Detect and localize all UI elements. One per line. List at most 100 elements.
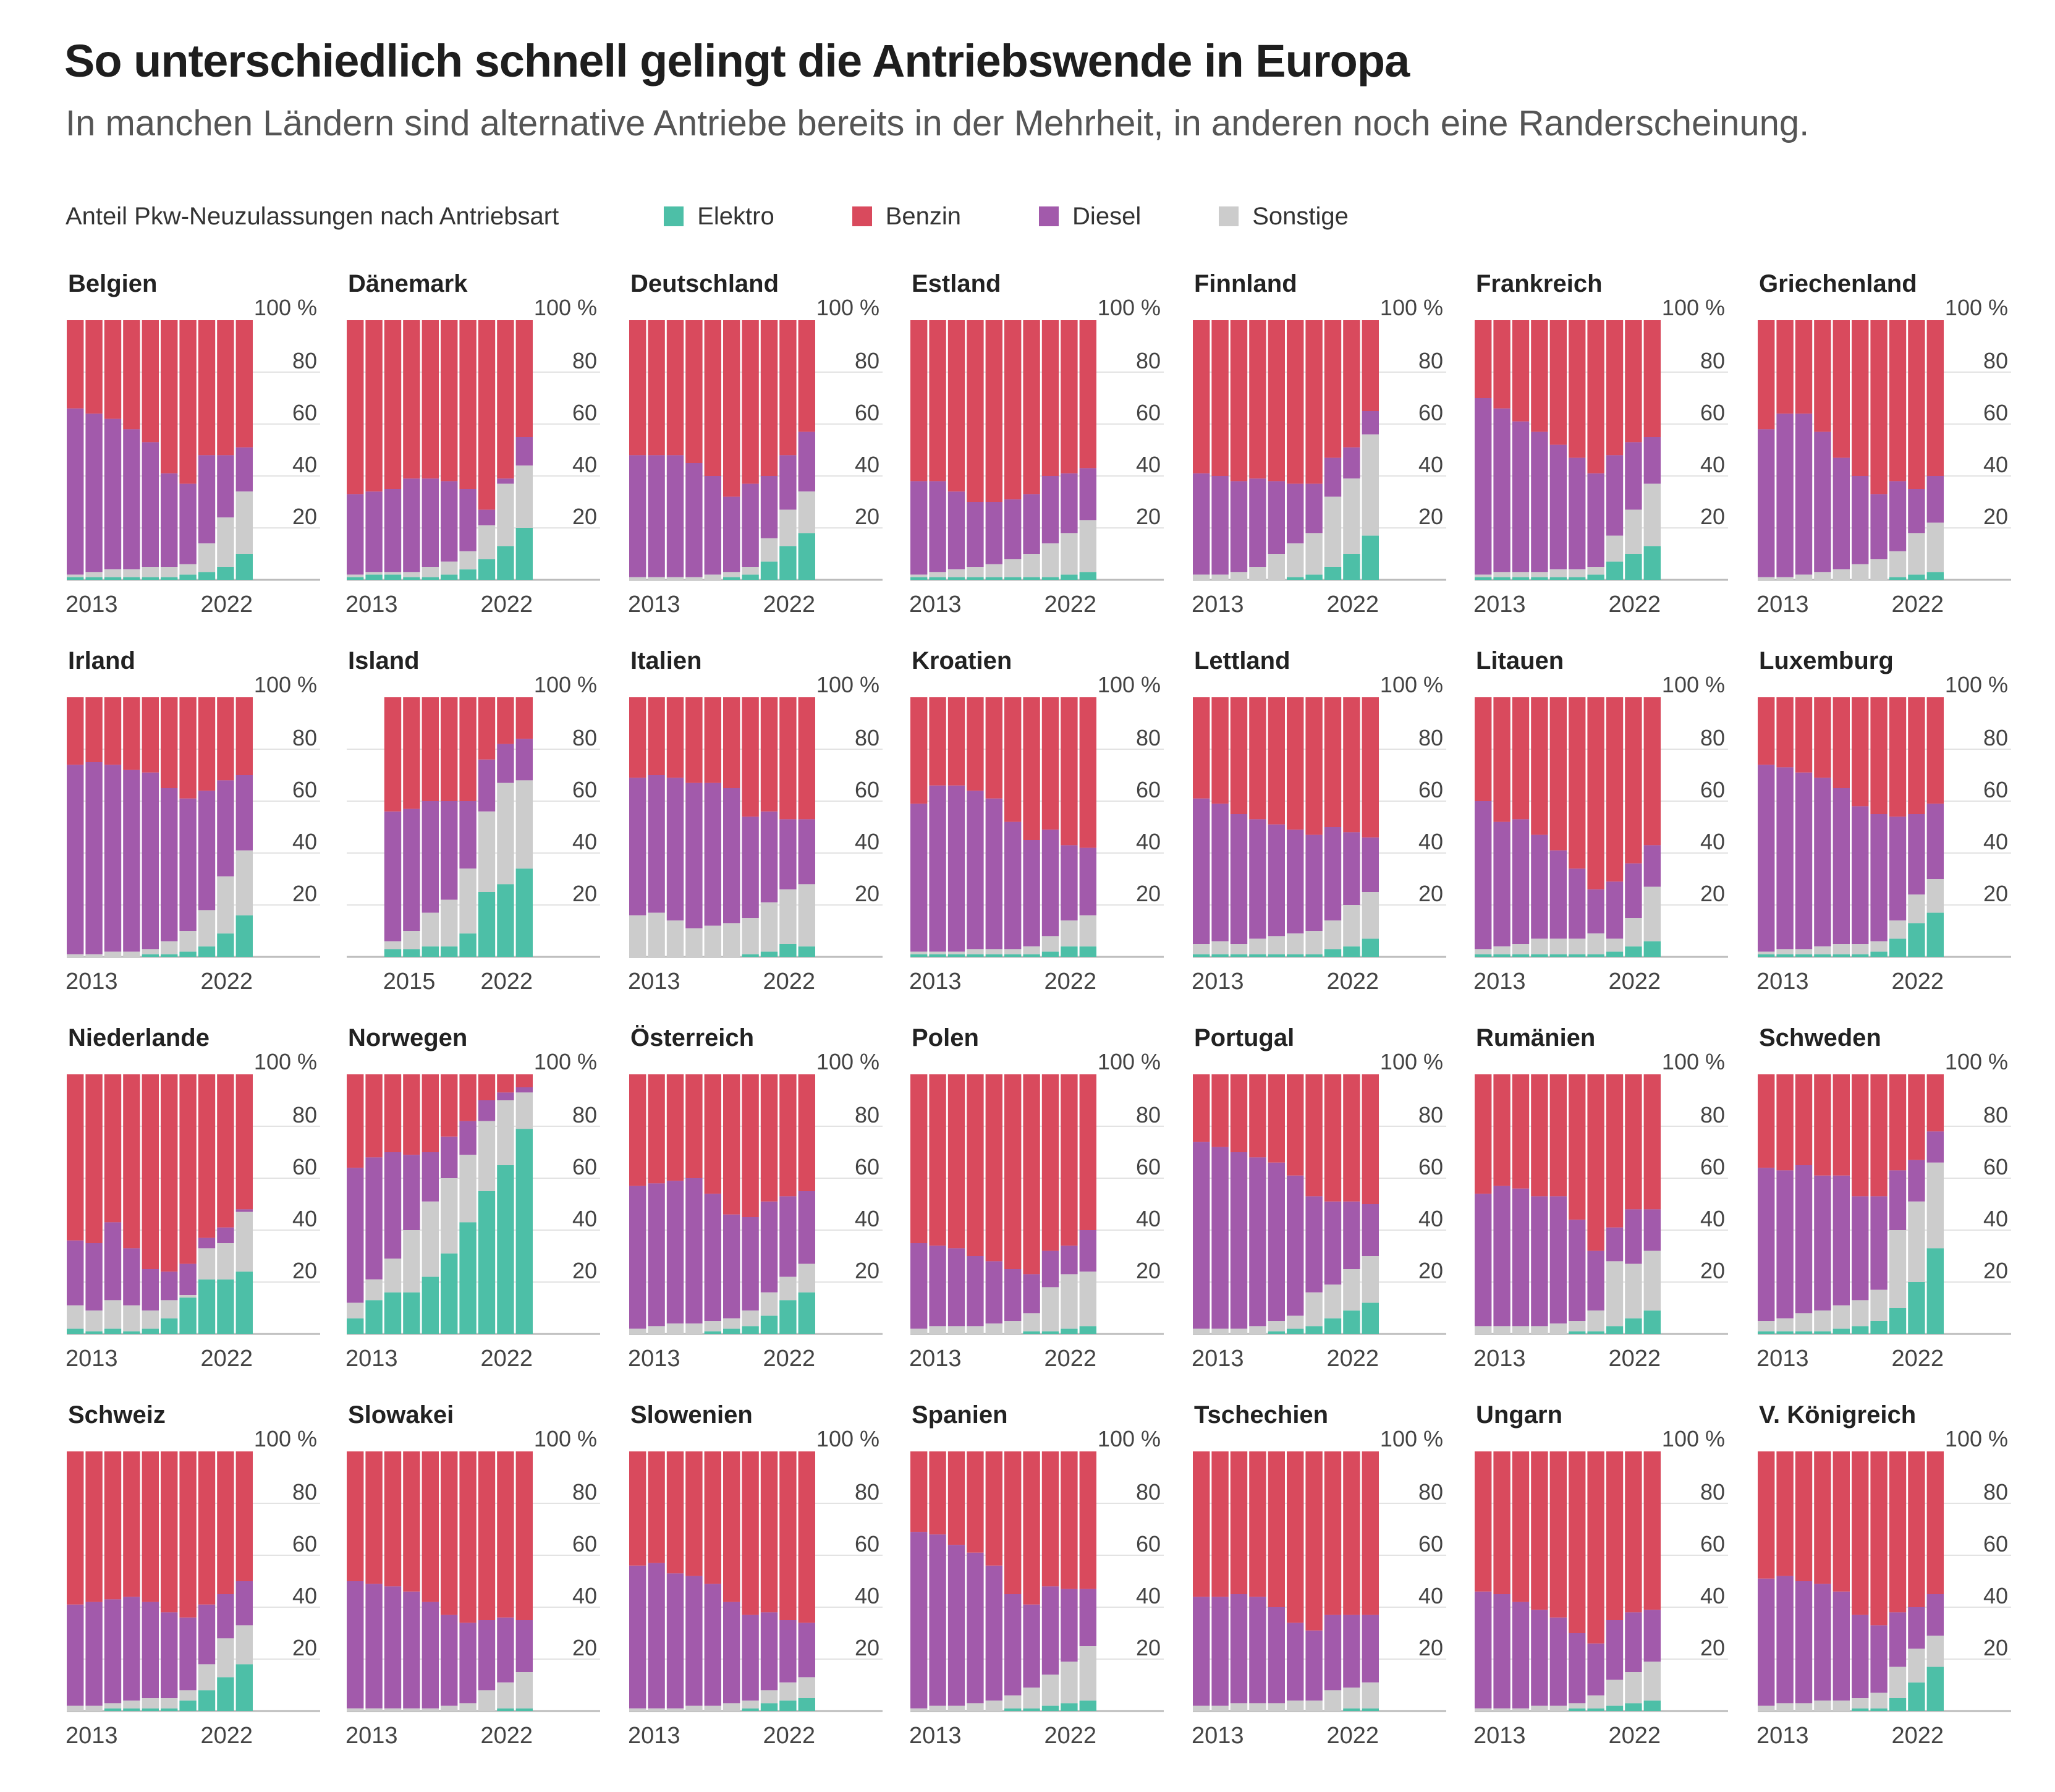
bar-sonstige-2019 [459,1703,477,1711]
bar-sonstige-2014 [1493,946,1511,954]
bar-sonstige-2022 [235,850,253,915]
bar-diesel-2014 [1776,414,1794,577]
bar-diesel-2019 [1870,1196,1888,1290]
bar-sonstige-2019 [1587,1310,1604,1331]
bar-elektro-2018 [1004,954,1022,957]
bar-benzin-2021 [1061,1451,1078,1589]
bar-elektro-2019 [1023,954,1040,957]
bar-benzin-2019 [1870,697,1888,814]
bar-benzin-2021 [1625,1074,1642,1210]
bar-benzin-2015 [104,697,122,765]
bar-diesel-2018 [723,496,740,572]
bar-diesel-2022 [1362,837,1379,892]
bar-elektro-2020 [760,561,778,580]
bar-diesel-2019 [179,1263,197,1295]
bar-diesel-2019 [459,1623,477,1704]
bar-diesel-2022 [1079,847,1096,915]
bar-benzin-2018 [723,697,740,788]
bar-benzin-2013 [629,1074,646,1186]
x-tick-label: 2013 [909,1723,962,1749]
bar-elektro-2019 [179,1297,197,1334]
bar-diesel-2022 [1643,1209,1661,1251]
bar-sonstige-2016 [123,1305,140,1331]
bar-elektro-2019 [459,569,477,580]
bar-sonstige-2015 [666,920,684,957]
bar-elektro-2021 [779,944,797,957]
y-tick-label: 100 % [534,295,597,320]
bar-sonstige-2014 [85,1705,103,1711]
bar-elektro-2021 [1908,923,1925,957]
bar-sonstige-2020 [1606,938,1624,952]
bar-diesel-2020 [1889,481,1907,551]
y-tick-label: 40 [1418,1206,1443,1231]
y-tick-label: 60 [1136,1154,1161,1179]
x-tick-label: 2013 [909,592,962,618]
bar-sonstige-2014 [1211,574,1229,580]
bar-sonstige-2014 [1211,1328,1229,1334]
bar-sonstige-2017 [1833,1305,1850,1329]
bar-diesel-2014 [1493,1594,1511,1709]
bar-benzin-2021 [497,320,514,479]
bar-diesel-2018 [1569,457,1586,570]
bar-diesel-2015 [104,765,122,952]
bar-benzin-2022 [1362,697,1379,838]
y-tick-label: 100 % [1662,1426,1725,1451]
bar-diesel-2015 [666,1181,684,1324]
chart-title: So unterschiedlich schnell gelingt die A… [64,35,1410,87]
bar-benzin-2014 [85,320,103,414]
bar-sonstige-2022 [235,1625,253,1665]
bar-benzin-2017 [142,1074,159,1269]
bar-sonstige-2013 [629,915,646,957]
bar-elektro-2022 [235,1272,253,1334]
bar-elektro-2019 [179,1701,197,1711]
bar-sonstige-2021 [1625,1672,1642,1704]
bar-benzin-2018 [441,697,458,801]
bar-benzin-2014 [929,1451,946,1535]
bar-diesel-2019 [1870,494,1888,559]
bar-elektro-2015 [384,1292,402,1334]
bar-elektro-2019 [742,574,759,580]
bar-elektro-2018 [441,1253,458,1334]
bar-sonstige-2020 [1324,1285,1342,1319]
bar-benzin-2016 [1531,1074,1548,1197]
bar-benzin-2015 [947,1451,965,1545]
bar-benzin-2013 [910,697,928,804]
bar-sonstige-2015 [1512,1326,1530,1334]
bar-diesel-2015 [1795,1581,1813,1704]
bar-elektro-2022 [1079,572,1096,580]
bar-diesel-2016 [685,1576,703,1706]
bar-sonstige-2020 [198,910,216,947]
bar-diesel-2018 [441,1136,458,1178]
panel-title: Kroatien [912,647,1012,674]
y-tick-label: 60 [1700,777,1725,802]
bar-elektro-2019 [1587,1708,1604,1711]
bar-diesel-2021 [779,819,797,890]
bar-diesel-2013 [67,1604,84,1706]
bar-benzin-2022 [515,1074,533,1087]
bar-sonstige-2018 [1569,938,1586,954]
bar-diesel-2015 [104,1222,122,1301]
bar-sonstige-2013 [629,1328,646,1334]
bar-sonstige-2021 [497,1100,514,1165]
bar-benzin-2019 [459,697,477,801]
bar-diesel-2016 [123,1248,140,1306]
y-tick-label: 60 [1136,1531,1161,1556]
bar-elektro-2019 [459,933,477,957]
bar-diesel-2020 [1041,476,1059,544]
y-tick-label: 40 [1418,1583,1443,1608]
bar-diesel-2014 [1493,822,1511,947]
bar-benzin-2016 [1249,320,1266,479]
bar-diesel-2019 [1587,889,1604,934]
bar-sonstige-2021 [217,876,234,934]
bar-benzin-2019 [1023,697,1040,840]
bar-diesel-2020 [1324,827,1342,921]
bar-benzin-2020 [760,1074,778,1202]
bar-elektro-2019 [742,954,759,957]
bar-elektro-2016 [1814,1331,1831,1334]
bar-diesel-2013 [910,1243,928,1329]
bar-elektro-2017 [704,1331,721,1334]
y-tick-label: 20 [1983,1258,2008,1283]
y-tick-label: 80 [1983,1102,2008,1127]
y-tick-label: 100 % [816,1049,879,1074]
bar-sonstige-2017 [422,1708,439,1711]
